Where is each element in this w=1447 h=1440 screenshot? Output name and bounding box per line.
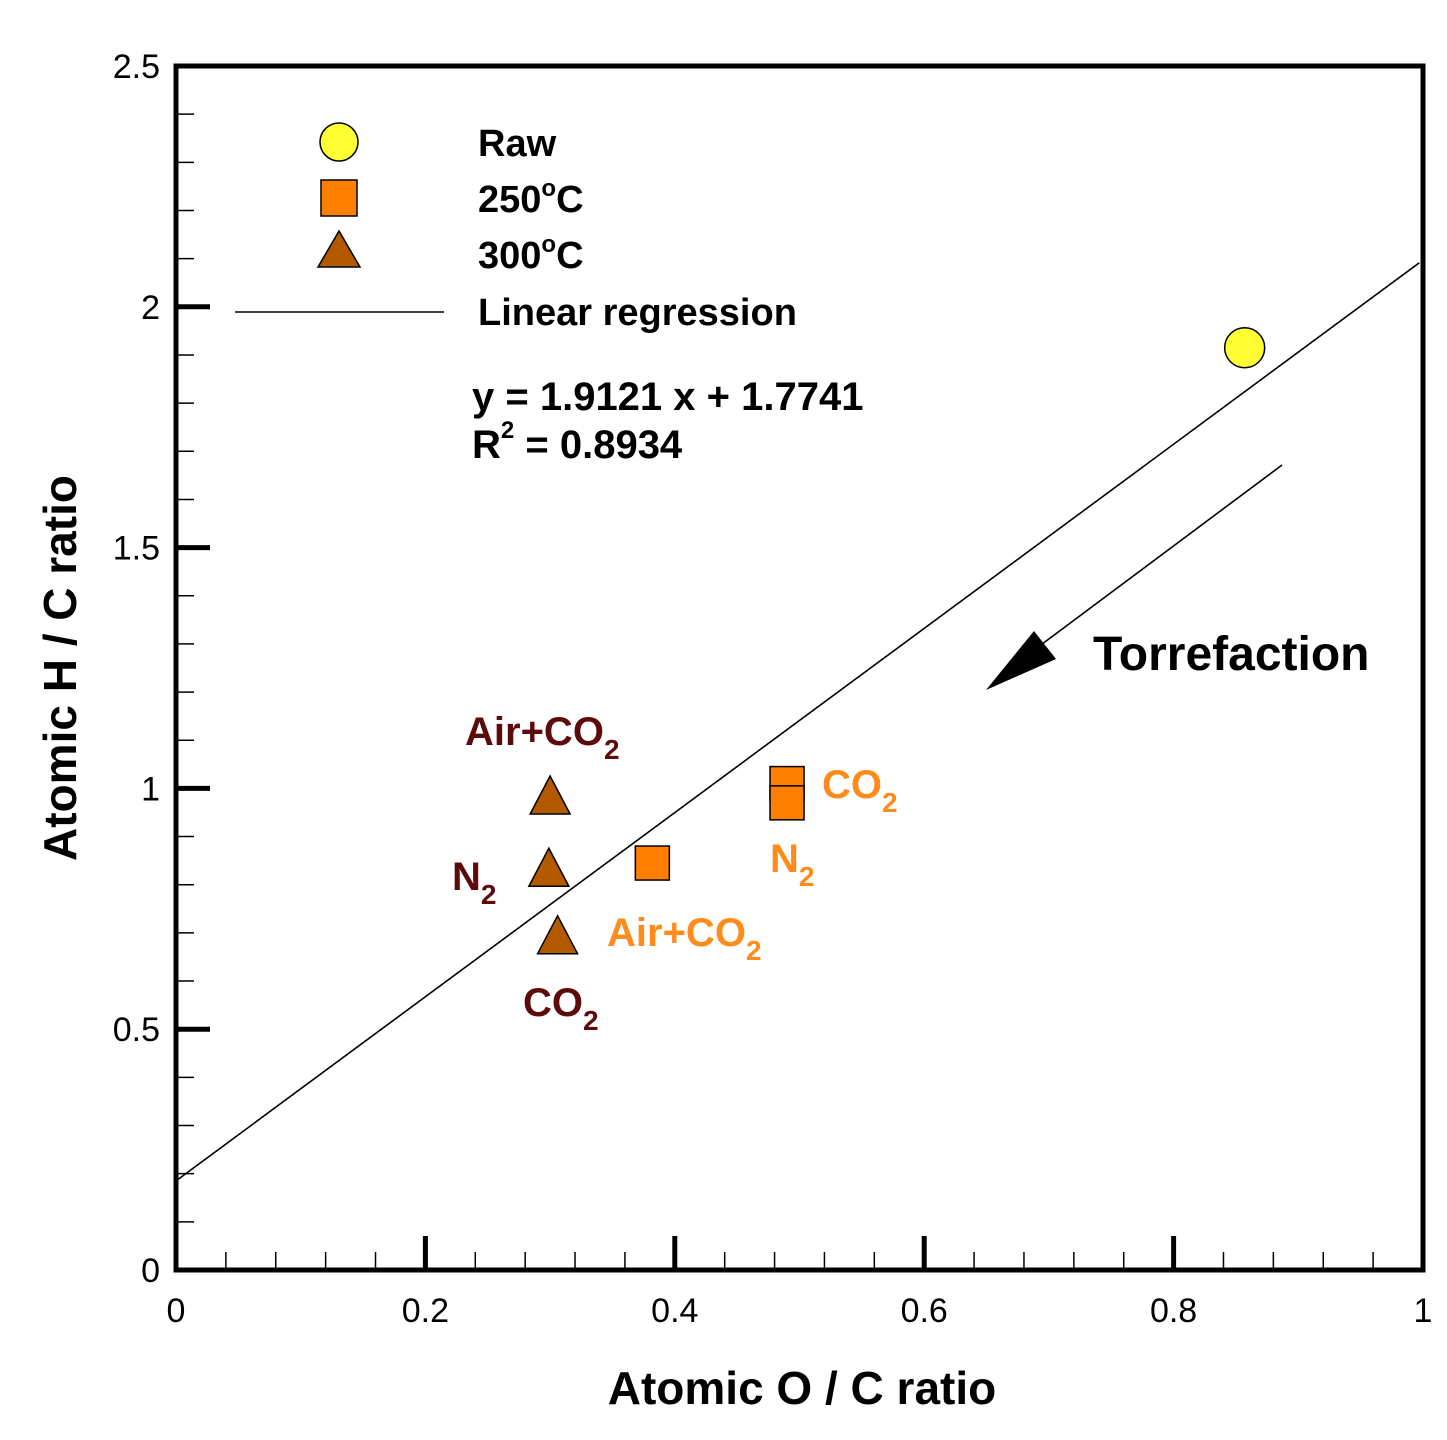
point-triangle	[527, 846, 571, 888]
y-axis-title: Atomic H / C ratio	[34, 475, 86, 861]
y-tick-label: 1	[141, 770, 160, 808]
x-tick-label: 0.4	[651, 1292, 698, 1330]
plot-frame	[173, 63, 1426, 1273]
legend-regression-label: Linear regression	[478, 292, 797, 334]
x-tick-label: 0.6	[901, 1292, 948, 1330]
regression-line	[175, 262, 1420, 1182]
label-250-co2: CO2	[822, 763, 898, 818]
x-tick-label: 1	[1414, 1292, 1433, 1330]
y-tick-label: 2.5	[113, 48, 160, 86]
legend-300-label: 300oC	[478, 231, 584, 277]
point-circle	[1223, 326, 1266, 369]
legend-250-marker	[320, 179, 358, 217]
point-square	[769, 785, 805, 821]
legend-raw-label: Raw	[478, 123, 557, 165]
y-tick-label: 0.5	[113, 1011, 160, 1049]
legend-raw-marker	[319, 122, 359, 162]
label-300-air-co2: Air+CO2	[465, 710, 620, 765]
label-250-n2: N2	[770, 837, 814, 892]
torrefaction-arrow	[986, 464, 1283, 690]
legend-250-label: 250oC	[478, 175, 584, 221]
y-tick-label: 0	[141, 1252, 160, 1290]
y-tick-label: 2	[141, 289, 160, 327]
label-300-n2: N2	[452, 855, 496, 910]
data-markers	[527, 326, 1266, 955]
point-triangle	[528, 774, 572, 815]
legend-300-marker	[316, 229, 362, 268]
torrefaction-label: Torrefaction	[1093, 628, 1369, 681]
label-250-air-co2: Air+CO2	[607, 911, 762, 966]
point-triangle	[536, 914, 579, 955]
label-300-co2: CO2	[523, 981, 599, 1036]
legend: Raw 250oC 300oC Linear regression	[235, 122, 797, 334]
x-axis-title: Atomic O / C ratio	[608, 1362, 996, 1414]
r-squared: R2 = 0.8934	[472, 417, 683, 467]
x-tick-label: 0	[167, 1292, 186, 1330]
x-tick-label: 0.8	[1150, 1292, 1197, 1330]
y-tick-label: 1.5	[113, 530, 160, 568]
axis-tick-labels: 0 0.2 0.4 0.6 0.8 1 0 0.5 1 1.5 2 2.5	[113, 48, 1433, 1330]
x-tick-label: 0.2	[402, 1292, 449, 1330]
regression-equation: y = 1.9121 x + 1.7741	[472, 375, 863, 419]
point-square	[634, 845, 671, 881]
